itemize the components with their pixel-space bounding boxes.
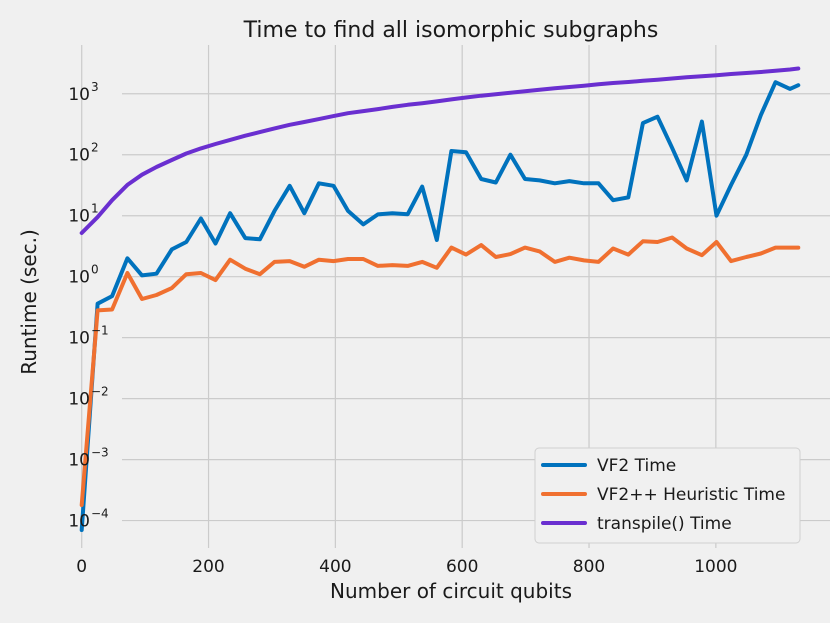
x-axis-label: Number of circuit qubits xyxy=(330,579,572,603)
y-tick-label: 10 xyxy=(68,207,90,227)
x-tick-label: 400 xyxy=(319,557,351,577)
series-lines xyxy=(79,66,801,532)
y-tick-label: 10 xyxy=(68,512,90,532)
legend: VF2 Time VF2++ Heuristic Time transpile(… xyxy=(534,447,801,544)
y-tick-label: 10 xyxy=(68,329,90,349)
y-tick-exponent: 1 xyxy=(91,202,99,216)
y-axis-label: Runtime (sec.) xyxy=(17,229,41,375)
legend-label-transpile: transpile() Time xyxy=(597,514,732,534)
y-tick-label: 10 xyxy=(68,451,90,471)
y-tick-exponent: 0 xyxy=(91,263,99,277)
y-tick-exponent: −4 xyxy=(91,507,109,521)
y-tick-exponent: −3 xyxy=(91,446,109,460)
y-tick-exponent: −1 xyxy=(91,324,109,338)
y-tick-exponent: −2 xyxy=(91,385,109,399)
legend-label-vf2pp: VF2++ Heuristic Time xyxy=(597,485,785,505)
grid xyxy=(81,45,830,548)
legend-label-vf2: VF2 Time xyxy=(597,456,676,476)
y-tick-label: 10 xyxy=(68,146,90,166)
y-tick-label: 10 xyxy=(68,390,90,410)
x-tick-label: 600 xyxy=(446,557,478,577)
y-tick-label: 10 xyxy=(68,268,90,288)
y-tick-exponent: 3 xyxy=(91,80,99,94)
x-tick-label: 0 xyxy=(76,557,87,577)
x-tick-label: 1000 xyxy=(694,557,737,577)
chart-title: Time to find all isomorphic subgraphs xyxy=(243,18,659,43)
series-line-vf2-heuristic-time xyxy=(79,235,801,507)
series-line-vf2-time xyxy=(79,80,801,532)
y-tick-exponent: 2 xyxy=(91,141,99,155)
y-tick-label: 10 xyxy=(68,85,90,105)
x-tick-label: 200 xyxy=(192,557,224,577)
legend-box xyxy=(534,447,801,544)
x-tick-label: 800 xyxy=(573,557,605,577)
series-line-transpile-time xyxy=(79,66,801,235)
